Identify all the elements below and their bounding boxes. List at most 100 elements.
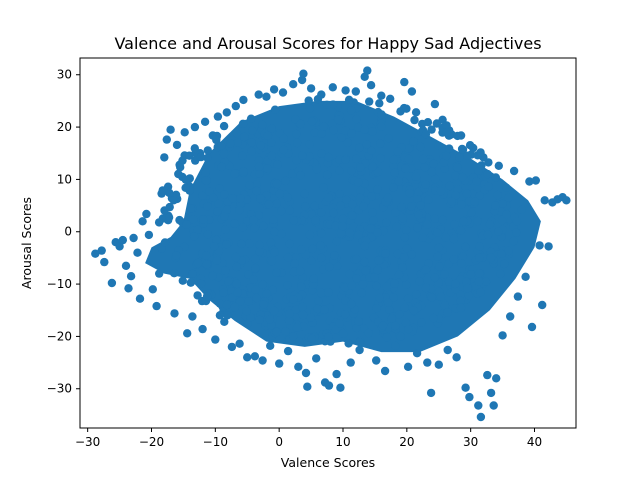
scatter-point bbox=[347, 166, 356, 176]
scatter-point bbox=[196, 279, 206, 288]
scatter-point bbox=[236, 194, 245, 203]
scatter-point bbox=[378, 321, 388, 330]
scatter-point bbox=[231, 101, 240, 111]
scatter-point bbox=[435, 262, 444, 271]
scatter-point bbox=[242, 307, 251, 316]
scatter-point bbox=[498, 331, 507, 340]
scatter-point bbox=[380, 366, 390, 376]
scatter-point bbox=[269, 306, 279, 316]
scatter-point bbox=[205, 215, 214, 224]
scatter-point bbox=[174, 169, 183, 179]
scatter-point bbox=[407, 250, 416, 259]
scatter-point bbox=[357, 288, 366, 298]
scatter-point bbox=[242, 195, 252, 204]
scatter-point bbox=[369, 216, 378, 225]
scatter-point bbox=[449, 234, 459, 244]
scatter-point bbox=[443, 345, 452, 355]
scatter-point bbox=[324, 288, 333, 297]
scatter-point bbox=[176, 163, 185, 172]
scatter-point bbox=[313, 304, 322, 314]
scatter-point bbox=[186, 278, 195, 287]
scatter-point bbox=[304, 96, 313, 105]
scatter-point bbox=[394, 177, 404, 186]
scatter-point bbox=[285, 309, 294, 319]
scatter-point bbox=[219, 150, 229, 159]
scatter-point bbox=[250, 224, 259, 233]
scatter-point bbox=[356, 163, 365, 172]
scatter-point bbox=[339, 329, 348, 338]
scatter-point bbox=[461, 242, 470, 252]
scatter-point bbox=[450, 220, 459, 229]
scatter-point bbox=[138, 217, 147, 226]
scatter-point bbox=[160, 238, 170, 247]
scatter-point bbox=[465, 392, 474, 402]
scatter-point bbox=[307, 334, 317, 343]
scatter-point bbox=[196, 152, 206, 162]
scatter-point bbox=[412, 349, 422, 358]
scatter-point bbox=[317, 253, 326, 263]
x-tick-label: 30 bbox=[463, 435, 478, 449]
scatter-point bbox=[485, 220, 495, 229]
scatter-point bbox=[288, 169, 297, 178]
scatter-point bbox=[181, 183, 190, 192]
scatter-point bbox=[245, 181, 254, 190]
scatter-point bbox=[372, 356, 381, 365]
scatter-point bbox=[427, 293, 436, 302]
scatter-point bbox=[252, 293, 261, 303]
scatter-point bbox=[355, 143, 364, 153]
scatter-point bbox=[235, 297, 245, 306]
scatter-point bbox=[283, 346, 293, 356]
scatter-point bbox=[434, 141, 443, 150]
scatter-point bbox=[351, 87, 360, 96]
scatter-point bbox=[193, 225, 202, 235]
scatter-point bbox=[484, 158, 493, 167]
scatter-point bbox=[264, 200, 274, 209]
scatter-point bbox=[458, 145, 468, 154]
scatter-point bbox=[355, 193, 365, 202]
scatter-point bbox=[433, 252, 442, 261]
scatter-point bbox=[420, 163, 429, 172]
scatter-point bbox=[453, 163, 462, 172]
scatter-point bbox=[193, 258, 203, 268]
scatter-point bbox=[285, 239, 294, 249]
scatter-point bbox=[411, 108, 421, 117]
scatter-point bbox=[285, 206, 294, 215]
scatter-point bbox=[373, 167, 383, 177]
scatter-point bbox=[486, 247, 495, 257]
scatter-point bbox=[337, 133, 346, 142]
scatter-point bbox=[332, 369, 341, 379]
scatter-point bbox=[238, 223, 248, 232]
scatter-point bbox=[332, 237, 341, 246]
scatter-point bbox=[413, 161, 423, 170]
scatter-point bbox=[209, 193, 218, 202]
scatter-point bbox=[421, 180, 430, 189]
scatter-point bbox=[372, 281, 381, 291]
scatter-point bbox=[256, 141, 265, 150]
scatter-point bbox=[268, 285, 277, 295]
scatter-point bbox=[273, 160, 282, 169]
scatter-point bbox=[340, 310, 350, 319]
scatter-point bbox=[284, 316, 294, 325]
scatter-point bbox=[438, 215, 447, 225]
scatter-point bbox=[455, 153, 464, 162]
scatter-point bbox=[319, 122, 328, 131]
scatter-point bbox=[215, 299, 225, 308]
scatter-point bbox=[233, 288, 242, 297]
x-tick-label: 40 bbox=[527, 435, 542, 449]
scatter-point bbox=[279, 134, 288, 143]
scatter-point bbox=[277, 206, 286, 216]
scatter-point bbox=[391, 208, 400, 217]
scatter-point bbox=[365, 97, 374, 106]
scatter-point bbox=[464, 291, 474, 300]
scatter-point bbox=[91, 249, 100, 258]
scatter-point bbox=[298, 302, 307, 312]
scatter-point bbox=[393, 249, 402, 259]
scatter-point bbox=[335, 189, 344, 198]
scatter-point bbox=[462, 189, 472, 199]
scatter-point bbox=[374, 256, 383, 265]
scatter-point bbox=[404, 144, 413, 153]
scatter-point bbox=[458, 172, 467, 182]
scatter-point bbox=[235, 206, 244, 215]
scatter-point bbox=[243, 319, 252, 329]
scatter-point bbox=[492, 374, 501, 383]
